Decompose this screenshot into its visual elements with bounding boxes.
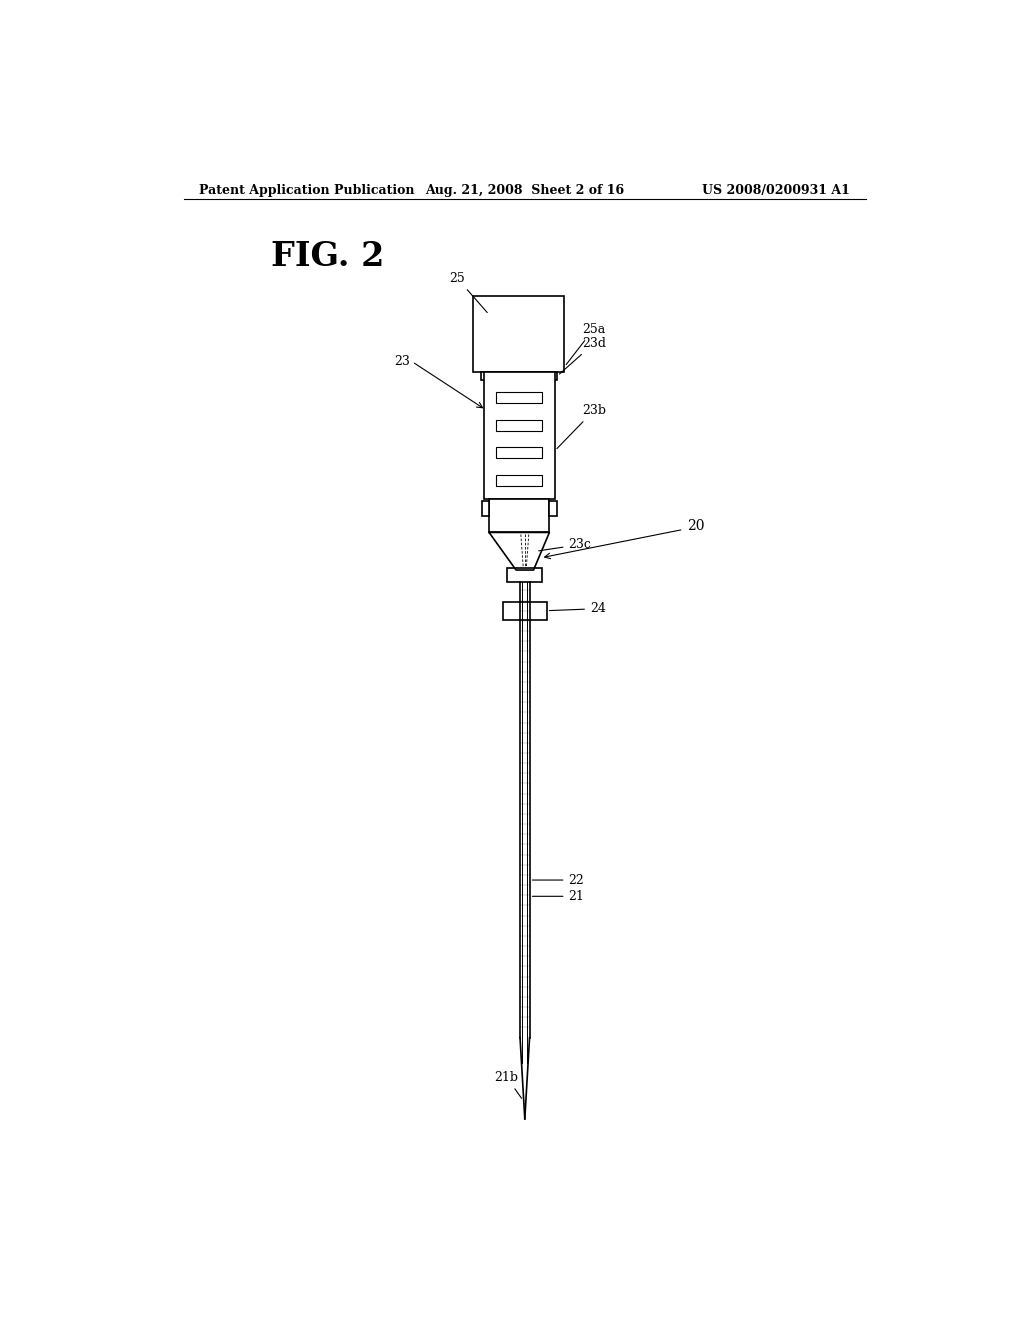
Text: FIG. 2: FIG. 2 (270, 240, 384, 273)
Text: 24: 24 (550, 602, 606, 615)
Text: US 2008/0200931 A1: US 2008/0200931 A1 (702, 183, 850, 197)
Text: 25: 25 (450, 272, 487, 313)
Text: 25a: 25a (566, 322, 605, 364)
Text: 20: 20 (687, 519, 705, 533)
Text: 22: 22 (532, 874, 585, 887)
Bar (483, 372, 555, 499)
Bar (497, 420, 543, 430)
Bar (497, 474, 543, 486)
Text: Aug. 21, 2008  Sheet 2 of 16: Aug. 21, 2008 Sheet 2 of 16 (425, 183, 625, 197)
Text: 21b: 21b (495, 1071, 521, 1098)
Text: 23d: 23d (559, 337, 606, 374)
Text: 21: 21 (532, 890, 585, 903)
Bar (481, 372, 557, 380)
Bar (507, 568, 543, 582)
Text: Patent Application Publication: Patent Application Publication (200, 183, 415, 197)
Bar (503, 602, 547, 620)
Bar (497, 502, 543, 513)
Text: 23c: 23c (539, 539, 591, 552)
Text: 23: 23 (394, 355, 410, 368)
Bar (550, 500, 557, 516)
Bar (473, 296, 564, 372)
Bar (497, 447, 543, 458)
Bar (482, 500, 489, 516)
Text: 23b: 23b (557, 404, 606, 449)
Bar (489, 499, 550, 532)
Bar (497, 392, 543, 404)
